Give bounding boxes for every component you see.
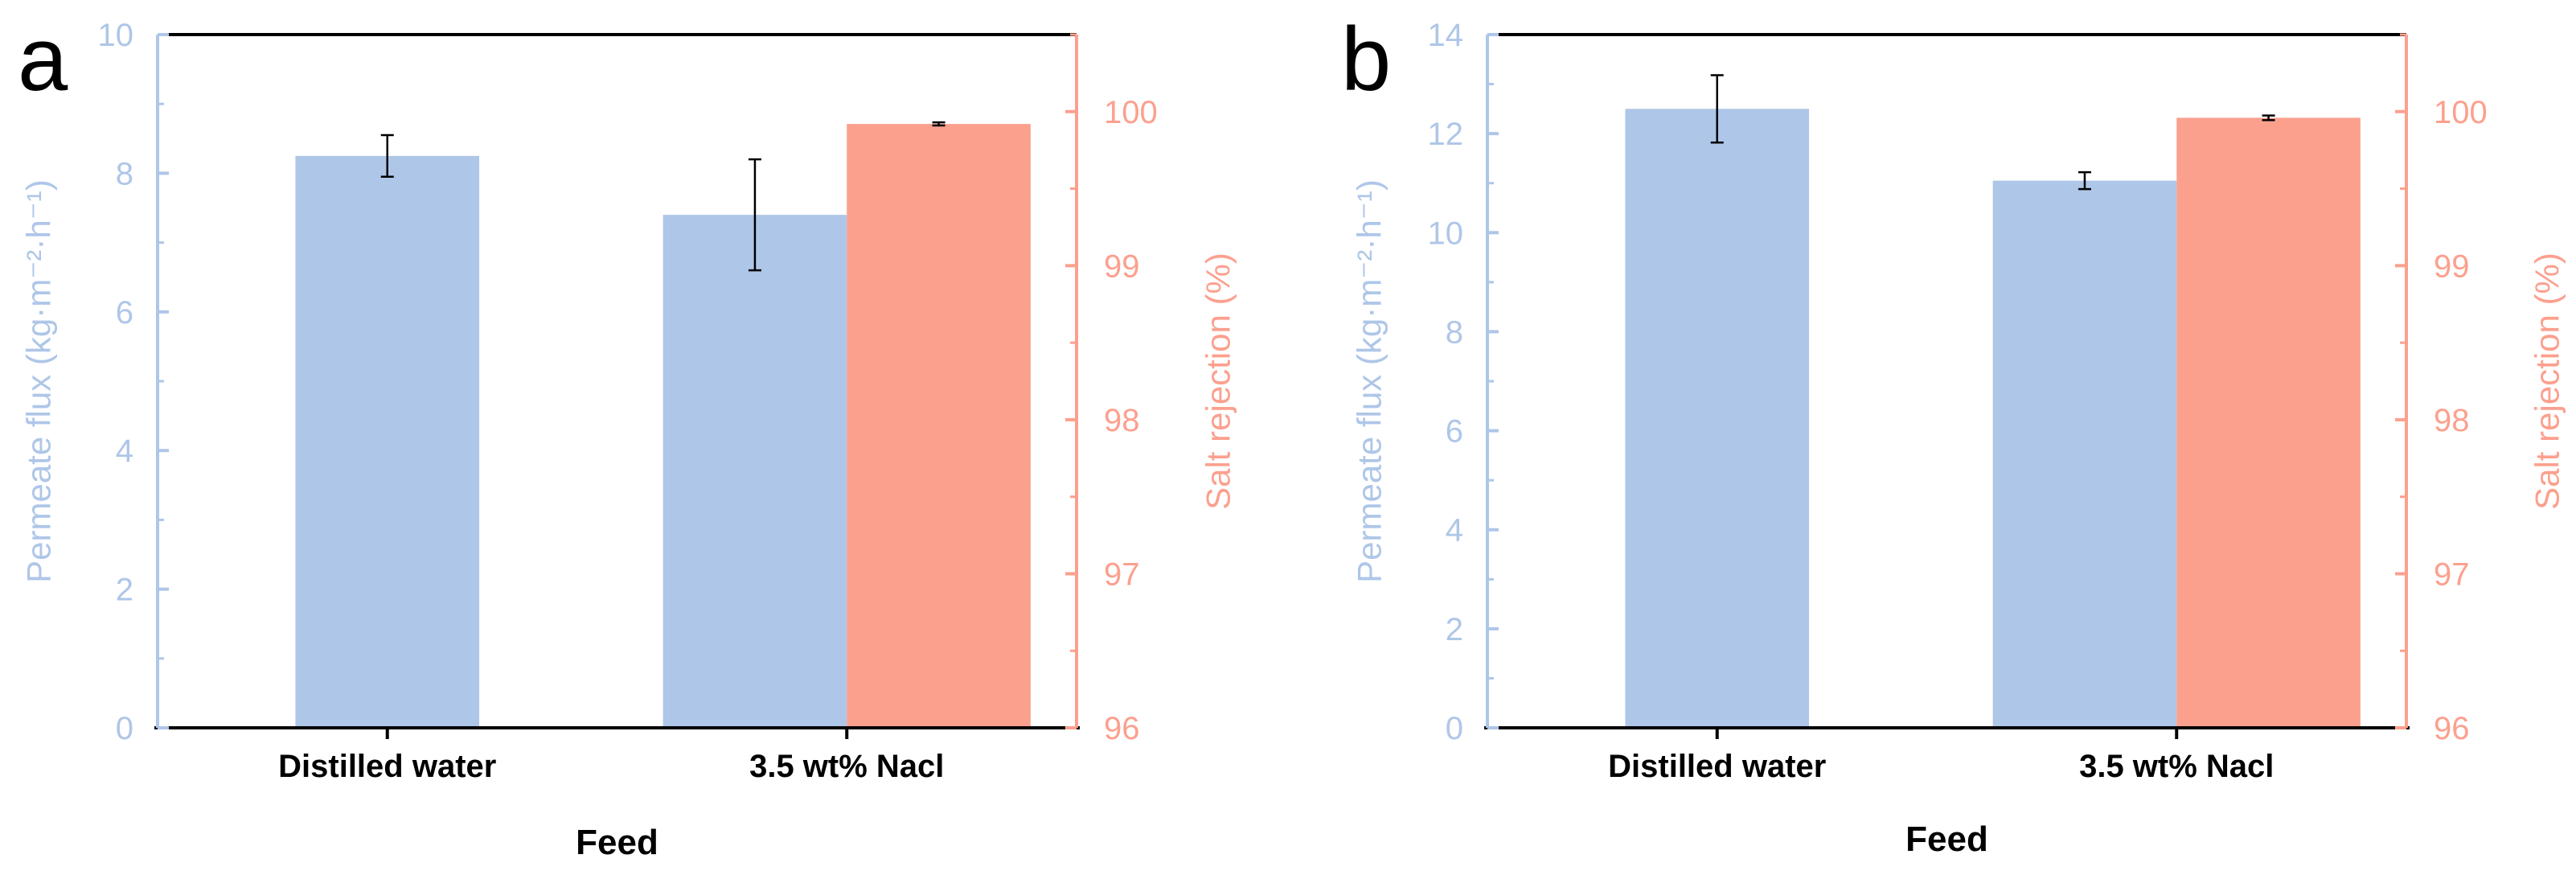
right-tick-label: 96	[1104, 711, 1140, 746]
right-tick-label: 99	[2434, 249, 2470, 284]
left-tick-label: 12	[1428, 117, 1464, 152]
panel-label: a	[18, 9, 68, 109]
x-axis-title: Feed	[576, 823, 658, 862]
right-tick-label: 97	[1104, 557, 1140, 592]
rejection-bar	[847, 124, 1031, 728]
right-tick-label: 100	[2434, 95, 2488, 130]
flux-bar	[295, 155, 480, 729]
right-tick-label: 96	[2434, 711, 2470, 746]
panel-label: b	[1341, 9, 1391, 109]
right-tick-label: 97	[2434, 557, 2470, 592]
flux-bar	[662, 215, 847, 728]
panel-b: b 0 2 4 6 8 10 12 14 96 97 98 99 100 Distilled water 3.…	[1341, 9, 2566, 859]
left-tick-label: 8	[1446, 314, 1463, 350]
left-tick-label: 6	[116, 295, 133, 331]
rejection-bar	[2176, 117, 2361, 728]
panel-a: a 0 2 4 6 8 10 96 97 98 99 100 Distilled water 3.5 wt…	[18, 9, 1237, 862]
left-tick-label: 6	[1446, 414, 1463, 450]
right-axis-title: Salt rejection (%)	[1200, 253, 1237, 510]
left-tick-label: 14	[1428, 18, 1464, 53]
right-axis-title: Salt rejection (%)	[2529, 253, 2566, 510]
left-tick-label: 0	[1446, 711, 1463, 746]
left-axis-title: Permeate flux (kg·m⁻²·h⁻¹)	[20, 179, 58, 583]
left-tick-label: 2	[1446, 612, 1463, 647]
right-tick-label: 100	[1104, 95, 1158, 130]
right-tick-label: 98	[2434, 403, 2470, 438]
left-tick-label: 2	[116, 573, 133, 608]
flux-bar	[1992, 180, 2177, 728]
left-tick-label: 10	[1428, 216, 1464, 251]
left-tick-label: 4	[116, 433, 133, 469]
flux-bar	[1625, 109, 1810, 728]
category-label: 3.5 wt% Nacl	[749, 749, 944, 784]
left-tick-label: 4	[1446, 513, 1463, 548]
x-axis-title: Feed	[1905, 820, 1988, 859]
left-tick-label: 0	[116, 711, 133, 746]
right-tick-label: 99	[1104, 249, 1140, 284]
category-label: 3.5 wt% Nacl	[2079, 749, 2274, 784]
left-tick-label: 10	[98, 18, 134, 53]
right-tick-label: 98	[1104, 403, 1140, 438]
left-tick-label: 8	[116, 156, 133, 191]
category-label: Distilled water	[1608, 749, 1826, 784]
category-label: Distilled water	[278, 749, 496, 784]
left-axis-title: Permeate flux (kg·m⁻²·h⁻¹)	[1351, 179, 1388, 583]
